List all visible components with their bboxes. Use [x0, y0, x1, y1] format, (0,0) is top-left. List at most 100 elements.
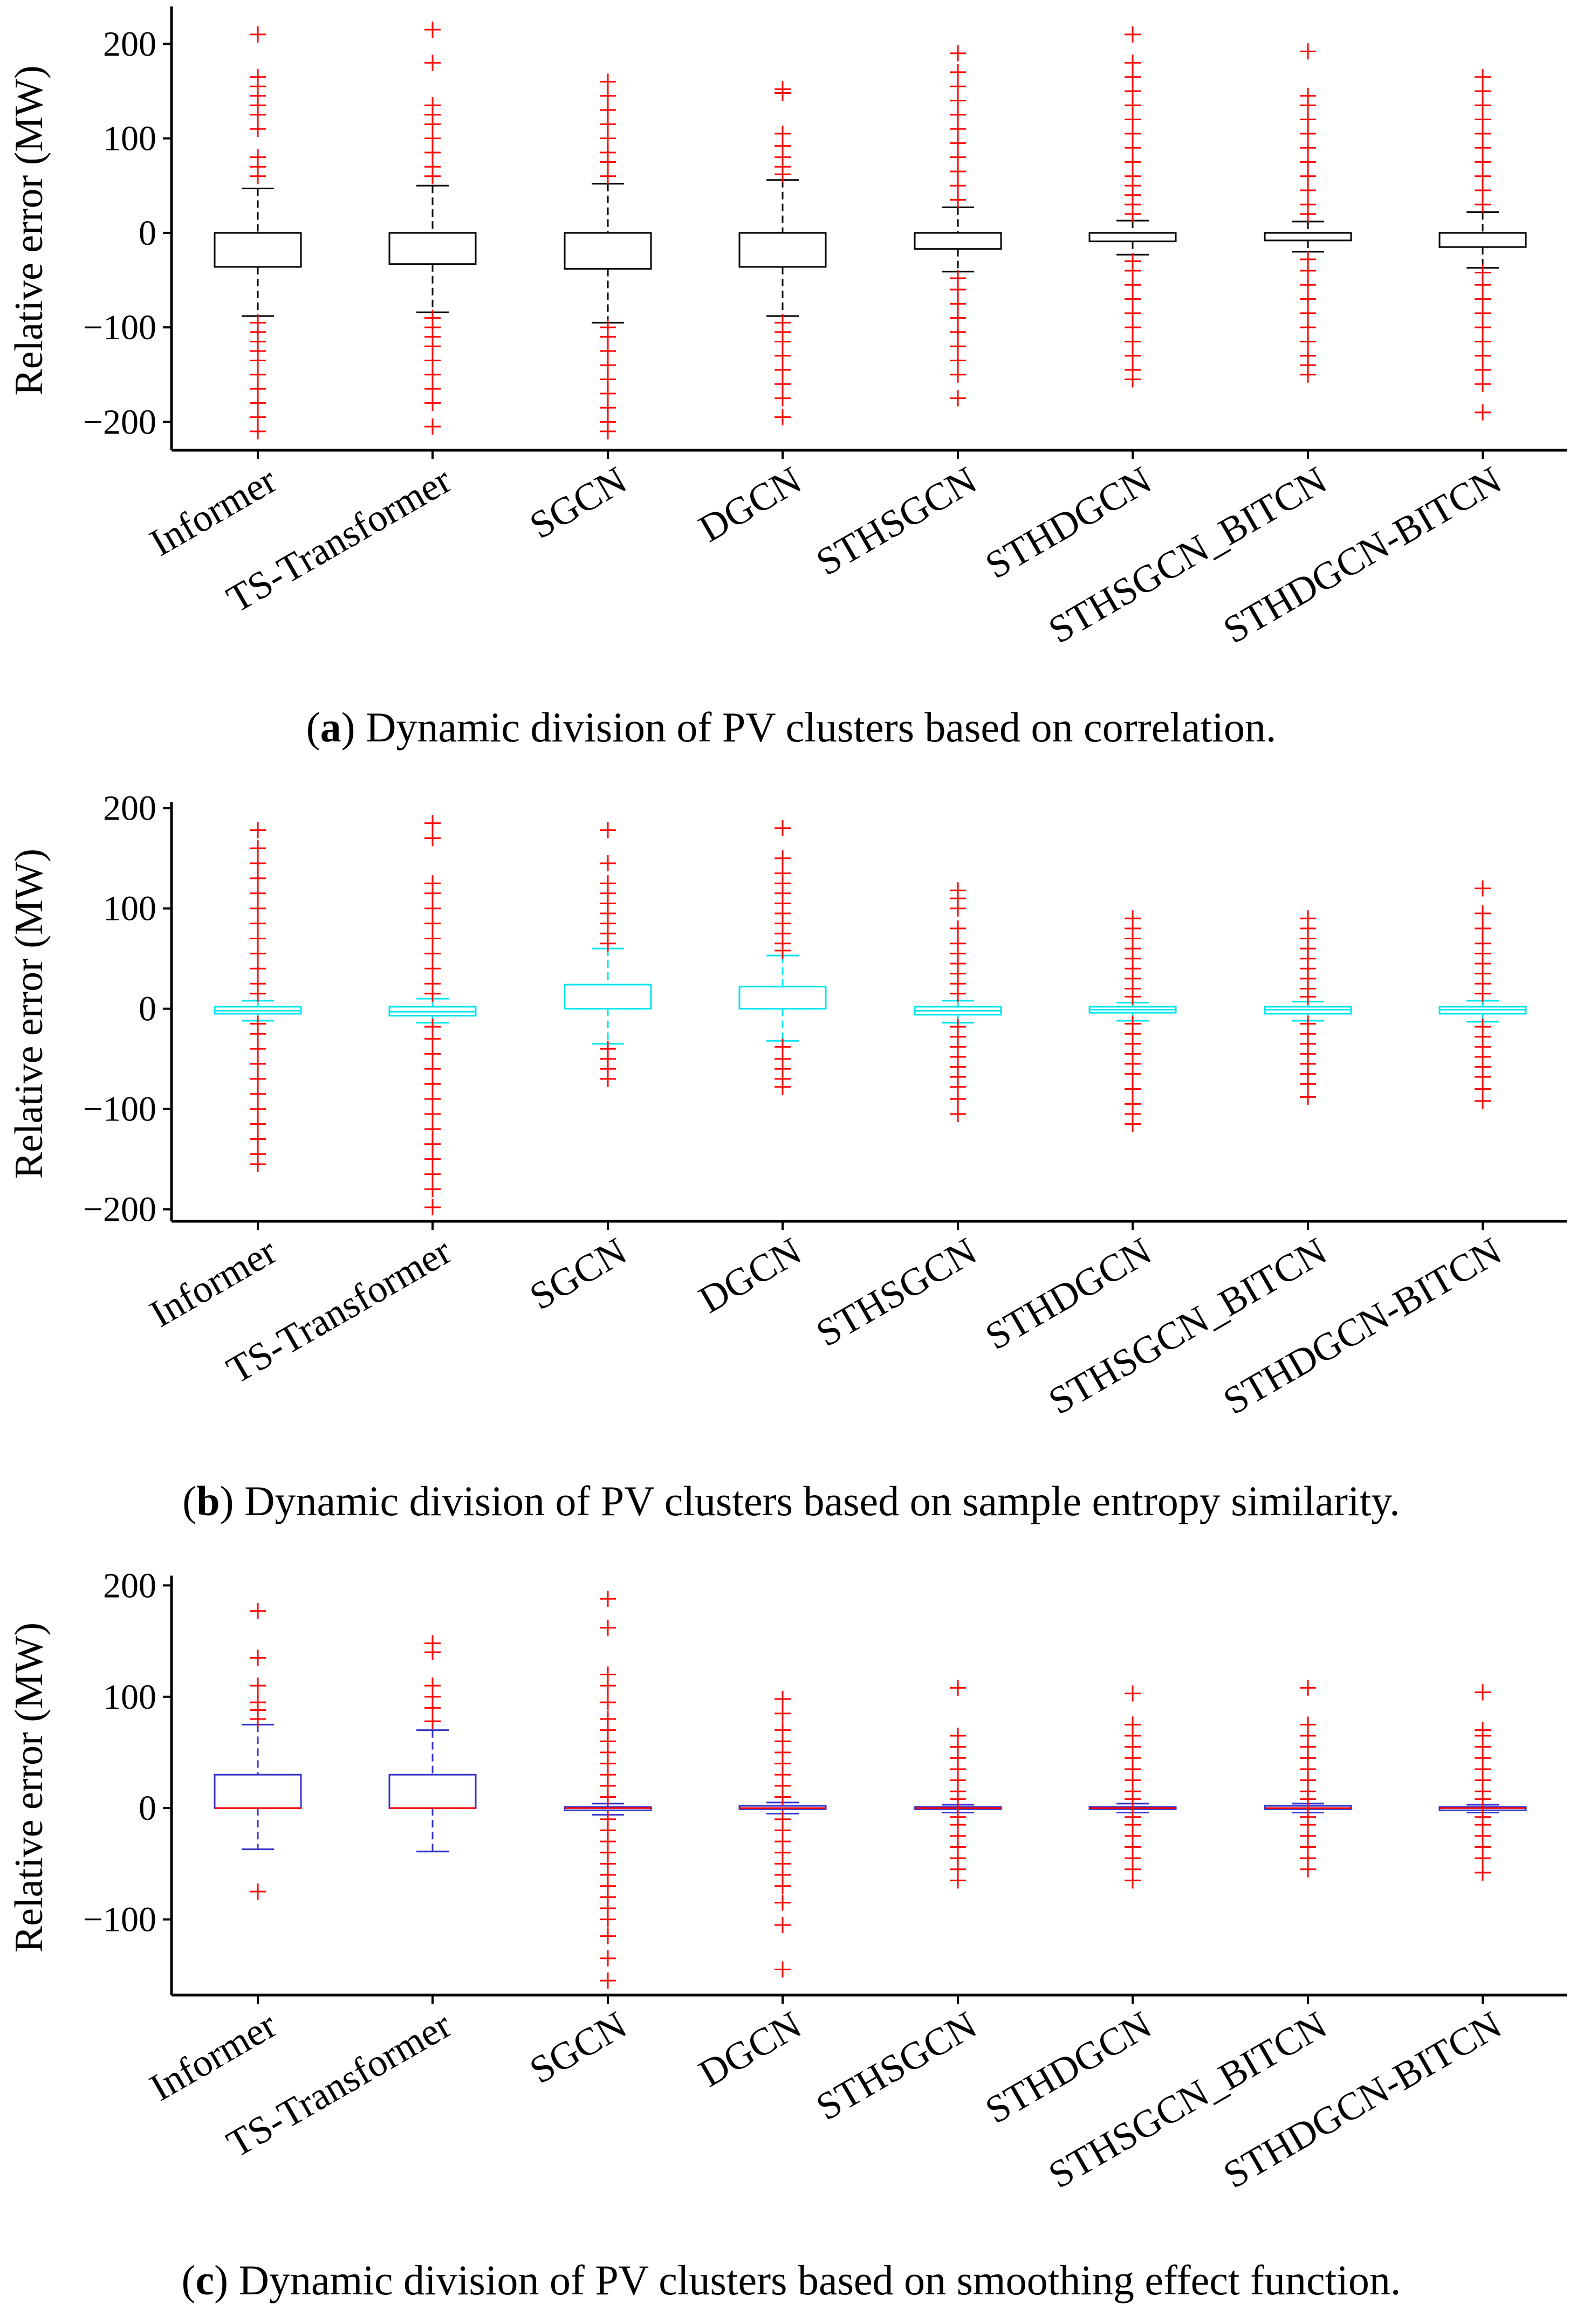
box-dgcn [738, 81, 827, 425]
outlier-marker [1300, 262, 1316, 279]
outlier-marker [1475, 935, 1491, 952]
y-tick-label: 100 [103, 1677, 156, 1717]
x-tick-label: DGCN [691, 458, 808, 551]
caption-paren-close: ) [214, 2257, 228, 2304]
outlier-marker [250, 1883, 266, 1900]
outlier-marker [1475, 168, 1491, 184]
outlier-marker [775, 1722, 791, 1738]
box-iqr [1438, 232, 1527, 248]
outlier-marker [250, 1026, 266, 1042]
x-tick-label: Informer [142, 1229, 284, 1336]
outlier-marker [424, 1199, 441, 1215]
outlier-marker [600, 822, 616, 838]
outlier-marker [600, 130, 616, 147]
caption-paren-open: ( [182, 2257, 196, 2304]
outlier-marker [424, 930, 441, 947]
x-tick-label: STHDGCN-BITCN [1216, 458, 1509, 652]
y-tick-label: −200 [83, 1190, 156, 1229]
box-informer [214, 26, 302, 439]
outlier-marker [424, 1030, 441, 1047]
outlier-marker [1125, 54, 1141, 71]
box-sgcn [564, 73, 652, 439]
outlier-marker [1125, 26, 1141, 43]
x-tick-label: SGCN [523, 2003, 634, 2092]
outlier-marker [1475, 1092, 1491, 1109]
outlier-marker [1300, 125, 1316, 142]
caption-letter: c [196, 2257, 215, 2304]
outlier-marker [1125, 319, 1141, 336]
outlier-marker [950, 92, 966, 109]
caption-paren-close: ) [220, 1477, 234, 1524]
y-tick-label: 0 [139, 989, 156, 1029]
outlier-marker [950, 1872, 966, 1889]
x-tick-label: STHSGCN [809, 1229, 984, 1355]
outlier-marker [950, 324, 966, 340]
outlier-marker [600, 1619, 616, 1636]
outlier-marker [600, 342, 616, 359]
outlier-marker [1125, 111, 1141, 128]
outlier-marker [424, 1166, 441, 1182]
outlier-marker [600, 1911, 616, 1928]
x-tick-label: SGCN [523, 1229, 634, 1318]
x-tick-label: Informer [142, 458, 284, 565]
box-iqr [564, 232, 652, 270]
outlier-marker [1300, 1089, 1316, 1105]
outlier-marker [950, 310, 966, 326]
outlier-marker [250, 1131, 266, 1147]
outlier-marker [1475, 905, 1491, 922]
box-iqr [738, 232, 827, 268]
outlier-marker [950, 135, 966, 152]
outlier-marker [250, 26, 266, 43]
outlier-marker [1300, 1680, 1316, 1696]
outlier-marker [1300, 182, 1316, 199]
outlier-marker [250, 366, 266, 383]
outlier-marker [775, 125, 791, 142]
outlier-marker [950, 366, 966, 383]
outlier-marker [424, 1677, 441, 1694]
outlier-marker [1125, 154, 1141, 170]
outlier-marker [950, 281, 966, 298]
outlier-marker [250, 1694, 266, 1711]
outlier-marker [1475, 404, 1491, 421]
panel-caption: (a) Dynamic division of PV clusters base… [306, 704, 1277, 751]
outlier-marker [1475, 880, 1491, 897]
outlier-marker [250, 1056, 266, 1072]
outlier-marker [424, 915, 441, 932]
outlier-marker [1475, 376, 1491, 393]
outlier-marker [1125, 305, 1141, 321]
outlier-marker [1300, 196, 1316, 213]
outlier-marker [775, 376, 791, 393]
outlier-marker [424, 159, 441, 175]
outlier-marker [1125, 97, 1141, 114]
outlier-marker [1300, 319, 1316, 336]
x-tick-label: STHSGCN_BITCN [1041, 2003, 1334, 2197]
outlier-marker [424, 54, 441, 71]
outlier-marker [1125, 140, 1141, 156]
outlier-marker [600, 1972, 616, 1989]
outlier-marker [424, 975, 441, 992]
outlier-marker [950, 1728, 966, 1744]
outlier-marker [950, 390, 966, 407]
x-tick-label: Informer [142, 2003, 284, 2109]
outlier-marker [1125, 262, 1141, 279]
x-tick-label: STHSGCN [809, 458, 984, 584]
y-tick-label: −100 [83, 308, 156, 347]
outlier-marker [250, 1085, 266, 1102]
outlier-marker [1475, 920, 1491, 937]
outlier-marker [424, 1105, 441, 1122]
y-tick-label: −200 [83, 402, 156, 442]
outlier-marker [1300, 43, 1316, 60]
outlier-marker [775, 820, 791, 836]
y-tick-label: 0 [139, 214, 156, 253]
outlier-marker [250, 68, 266, 85]
outlier-marker [250, 1649, 266, 1666]
outlier-marker [250, 1070, 266, 1087]
outlier-marker [424, 1046, 441, 1062]
outlier-marker [600, 1928, 616, 1944]
box-sthsgcn-bitcn [1264, 910, 1352, 1105]
box-sthdgcn [1088, 26, 1177, 388]
outlier-marker [1300, 168, 1316, 184]
outlier-marker [775, 850, 791, 867]
outlier-marker [950, 1091, 966, 1108]
outlier-marker [1300, 305, 1316, 321]
